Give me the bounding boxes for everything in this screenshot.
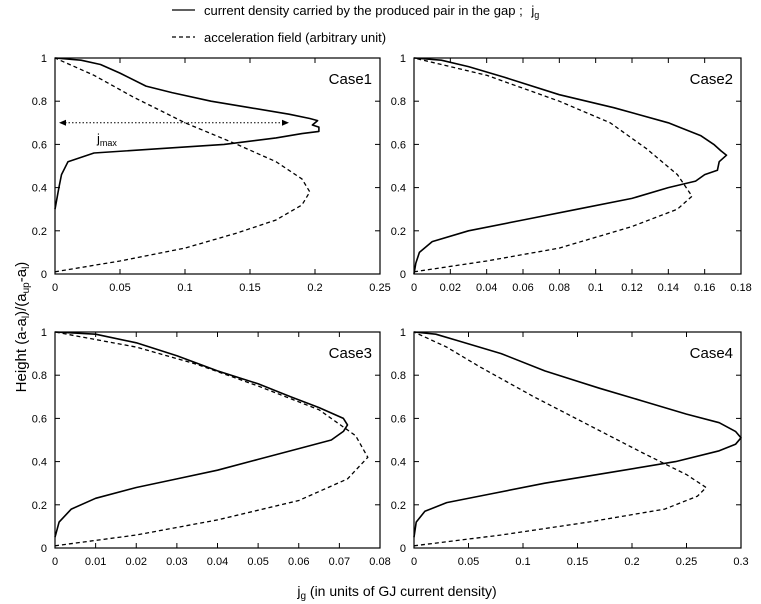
panel-title: Case3 [329, 345, 372, 362]
y-tick-label: 0.8 [32, 370, 47, 382]
x-tick-label: 0.2 [307, 282, 322, 294]
x-tick-label: 0.15 [239, 282, 260, 294]
panel-case3: 0 0.01 0.02 0.03 0.04 0.05 0.06 0.07 0.08 0 0.2 0.4… [32, 327, 391, 568]
x-tick-label: 0 [411, 556, 417, 568]
panel-case4: 0 0.05 0.1 0.15 0.2 0.25 0.3 0 0.2 0.4 0.6 0.8 1 Case… [391, 327, 749, 568]
x-tick-label: 0.01 [85, 556, 106, 568]
y-tick-label: 0 [400, 269, 406, 281]
x-tick-label: 0.1 [177, 282, 192, 294]
y-tick-label: 0.8 [32, 96, 47, 108]
plot-frame [54, 57, 381, 275]
y-tick-label: 0 [400, 543, 406, 555]
x-tick-label: 0 [52, 282, 58, 294]
acceleration-field-line [54, 331, 369, 547]
x-tick-label: 0.04 [476, 282, 497, 294]
y-tick-label: 0.8 [391, 370, 406, 382]
x-tick-label: 0.1 [515, 556, 530, 568]
x-tick-label: 0.3 [733, 556, 748, 568]
current-density-line [54, 57, 320, 210]
jmax-label: jmax [96, 131, 117, 148]
x-tick-label: 0 [411, 282, 417, 294]
acceleration-field-line [413, 331, 708, 547]
y-tick-label: 0 [41, 543, 47, 555]
x-tick-label: 0.14 [658, 282, 679, 294]
y-tick-label: 0.6 [32, 139, 47, 151]
x-tick-label: 0.05 [247, 556, 268, 568]
y-tick-label: 1 [41, 53, 47, 65]
x-tick-label: 0.18 [730, 282, 751, 294]
x-tick-label: 0.04 [207, 556, 228, 568]
jmax-arrowhead-left [59, 119, 66, 126]
y-tick-label: 0.6 [391, 413, 406, 425]
y-tick-label: 0.6 [391, 139, 406, 151]
y-tick-label: 0.2 [32, 226, 47, 238]
current-density-line [413, 57, 728, 275]
legend-dashed-label: acceleration field (arbitrary unit) [204, 30, 386, 45]
x-tick-label: 0.06 [512, 282, 533, 294]
x-tick-label: 0.2 [624, 556, 639, 568]
y-tick-label: 0.4 [391, 183, 406, 195]
y-tick-label: 0.4 [391, 457, 406, 469]
y-tick-label: 0.2 [32, 500, 47, 512]
x-tick-label: 0.16 [694, 282, 715, 294]
x-tick-label: 0.05 [458, 556, 479, 568]
x-tick-label: 0.07 [329, 556, 350, 568]
x-tick-label: 0.1 [588, 282, 603, 294]
panel-case1: 0 0.05 0.1 0.15 0.2 0.25 0 0.2 0.4 0.6 0.8 1 Case1 jm… [32, 53, 391, 294]
acceleration-field-line [413, 57, 693, 273]
x-tick-label: 0.15 [567, 556, 588, 568]
x-tick-label: 0.05 [109, 282, 130, 294]
y-tick-label: 0.4 [32, 457, 47, 469]
current-density-line [413, 331, 742, 538]
acceleration-field-line [54, 57, 311, 273]
panel-title: Case4 [690, 345, 733, 362]
panel-title: Case2 [690, 71, 733, 88]
panel-case2: 0 0.02 0.04 0.06 0.08 0.1 0.12 0.14 0.16 0.18 0 0.2… [391, 53, 752, 294]
jmax-arrowhead-right [282, 119, 289, 126]
x-axis-label: jg (in units of GJ current density) [296, 583, 496, 602]
y-tick-label: 1 [400, 327, 406, 339]
x-tick-label: 0 [52, 556, 58, 568]
x-tick-label: 0.12 [621, 282, 642, 294]
y-tick-label: 0.2 [391, 226, 406, 238]
x-tick-label: 0.08 [549, 282, 570, 294]
y-tick-label: 0 [41, 269, 47, 281]
legend: current density carried by the produced … [172, 3, 539, 45]
x-tick-label: 0.02 [440, 282, 461, 294]
plot-frame [413, 331, 742, 549]
y-tick-label: 0.8 [391, 96, 406, 108]
plot-frame [413, 57, 742, 275]
y-tick-label: 0.2 [391, 500, 406, 512]
x-tick-label: 0.25 [676, 556, 697, 568]
x-tick-label: 0.06 [288, 556, 309, 568]
legend-solid-label: current density carried by the produced … [204, 3, 539, 20]
y-tick-label: 0.6 [32, 413, 47, 425]
x-tick-label: 0.02 [126, 556, 147, 568]
x-tick-label: 0.03 [166, 556, 187, 568]
x-tick-label: 0.08 [369, 556, 390, 568]
x-tick-label: 0.25 [369, 282, 390, 294]
y-axis-label: Height (a-al)/(aup-al) [13, 262, 32, 393]
current-density-line [54, 331, 349, 538]
y-tick-label: 1 [41, 327, 47, 339]
y-tick-label: 1 [400, 53, 406, 65]
y-tick-label: 0.4 [32, 183, 47, 195]
panel-title: Case1 [329, 71, 372, 88]
